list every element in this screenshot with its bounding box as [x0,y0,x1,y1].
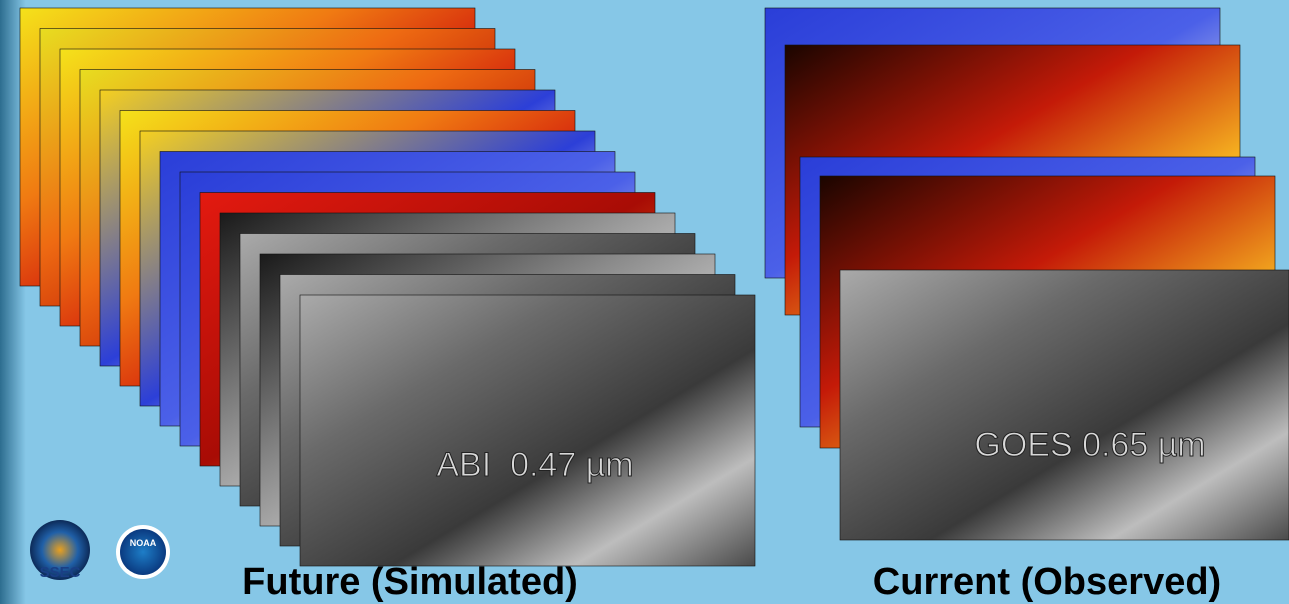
right-caption: Current (Observed) [873,561,1221,603]
right-image-label: GOES 0.65 µm [974,426,1205,464]
slide: ABI 0.47 µm GOES 0.65 µm SSEC NOAA Futur… [0,0,1289,604]
satellite-image-frame [300,295,755,566]
left-image-label: ABI 0.47 µm [436,446,633,484]
satellite-image-frame [840,270,1289,540]
left-caption: Future (Simulated) [242,561,578,603]
ssec-logo-text: SSEC [40,564,81,581]
noaa-logo-inner [120,529,166,575]
noaa-logo-text: NOAA [130,538,157,548]
